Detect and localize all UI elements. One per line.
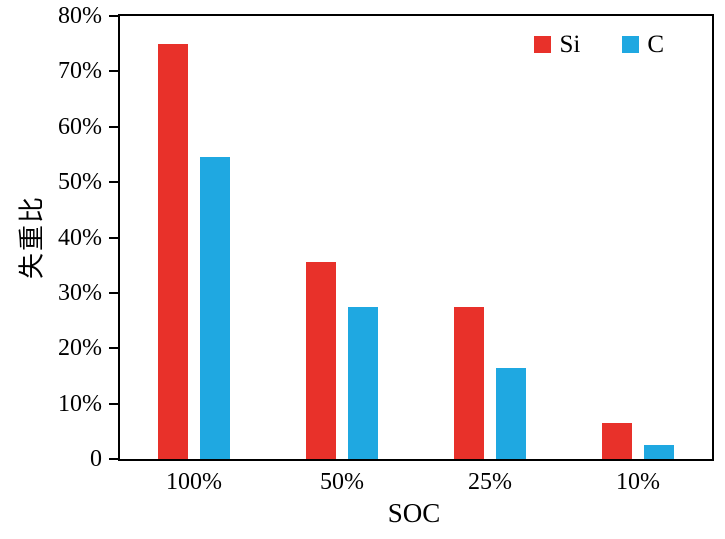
bar-c-10pct xyxy=(644,445,674,459)
y-tick xyxy=(109,15,118,17)
legend-swatch-icon xyxy=(534,36,552,53)
x-tick-label: 50% xyxy=(320,469,364,495)
bar-c-25pct xyxy=(496,367,526,459)
y-tick-label: 50% xyxy=(58,169,102,196)
legend: Si C xyxy=(534,32,664,57)
legend-item-si: Si xyxy=(534,32,580,57)
y-tick xyxy=(109,402,118,405)
bar-si-50pct xyxy=(306,262,336,459)
x-axis-title: SOC xyxy=(387,498,441,528)
y-tick xyxy=(109,181,118,184)
bar-si-10pct xyxy=(602,423,632,459)
legend-item-c: C xyxy=(622,32,664,57)
plot-area: Si C 0 10% 20% 30% 40% 50% 60% 70% 80% 100% 50% 25% 1… xyxy=(58,4,714,495)
y-tick xyxy=(109,125,118,128)
y-tick-label: 60% xyxy=(58,113,102,140)
bar-si-25pct xyxy=(454,306,484,459)
legend-label: C xyxy=(647,31,664,58)
bar-c-50pct xyxy=(348,306,378,459)
y-tick xyxy=(109,458,118,460)
y-tick-label: 80% xyxy=(58,3,102,29)
legend-swatch-icon xyxy=(622,36,640,53)
y-tick-label: 40% xyxy=(58,224,102,251)
y-tick xyxy=(109,70,118,73)
x-tick-label: 10% xyxy=(616,469,660,495)
bar-c-100pct xyxy=(200,157,230,459)
y-tick-label: 0 xyxy=(90,446,102,472)
y-tick xyxy=(109,291,118,294)
y-tick-label: 70% xyxy=(58,58,102,85)
y-tick xyxy=(109,347,118,350)
y-tick-label: 20% xyxy=(58,335,102,362)
legend-label: Si xyxy=(559,31,581,58)
y-tick-label: 10% xyxy=(58,390,102,417)
x-tick-label: 25% xyxy=(468,469,512,495)
y-tick xyxy=(109,236,118,239)
bar-si-100pct xyxy=(158,43,188,459)
y-tick-label: 30% xyxy=(58,279,102,306)
x-tick-label: 100% xyxy=(166,469,222,495)
